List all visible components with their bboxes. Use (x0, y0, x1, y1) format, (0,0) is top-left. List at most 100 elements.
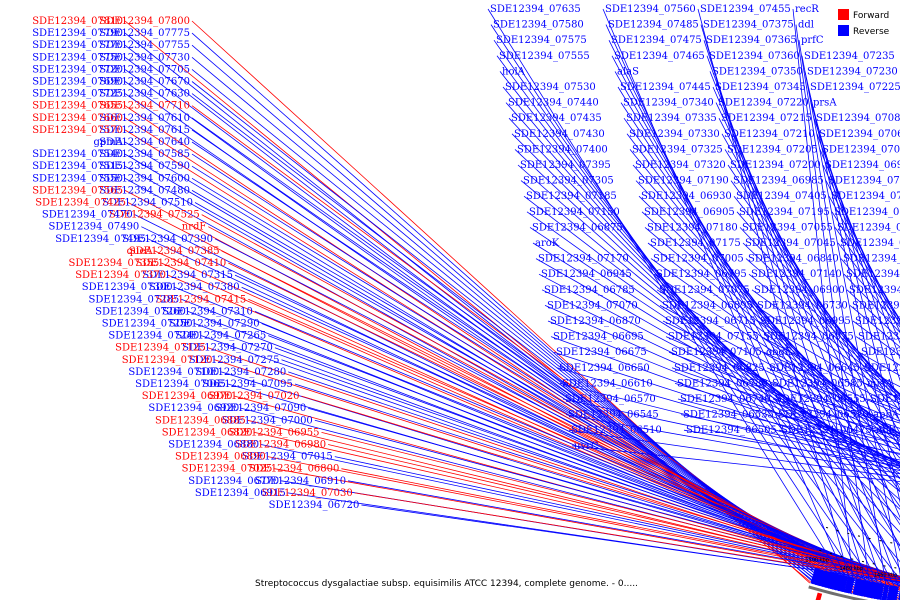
gene-label: aphA (873, 410, 900, 421)
gene-label: SDE12394_07710 (99, 101, 190, 112)
gene-label: SDE12394_07380 (149, 282, 240, 293)
gene-label: SDE12394_06945 (541, 269, 632, 280)
gene-label: SDE12394_07330 (629, 129, 720, 140)
gene-label: SDE12394_06790 (864, 363, 900, 374)
gene-label: SDE12394_07445 (620, 82, 711, 93)
gene-label: SDE12394_06835 (858, 332, 900, 343)
forward-gene-mark (815, 592, 823, 600)
label-leader-line (775, 414, 900, 445)
label-leader-line (712, 86, 900, 519)
gene-label: SDE12394_07660 (32, 113, 123, 124)
gene-label: SDE12394_06920 (148, 403, 239, 414)
gene-label: SDE12394_07575 (496, 35, 587, 46)
gene-label: SDE12394_07495 (55, 234, 146, 245)
label-leader-line (565, 414, 900, 475)
gene-label: SDE12394_06825 (674, 363, 765, 374)
gene-label: SDE12394_06645 (769, 363, 860, 374)
gene-label: SDE12394_07425 (35, 198, 126, 209)
label-leader-line (556, 367, 900, 466)
label-leader-line (834, 227, 900, 321)
gene-label: SDE12394_07480 (99, 185, 190, 196)
gene-label: miaA (867, 378, 894, 389)
label-leader-line (538, 273, 900, 465)
gene-label: SDE12394_07025 (182, 464, 273, 475)
label-leader-line (487, 8, 841, 575)
label-leader-line (274, 468, 900, 581)
gene-label: SDE12394_07245 (831, 191, 900, 202)
label-leader-line (354, 492, 900, 582)
gene-label: SDE12394_06865 (837, 222, 900, 233)
gene-label: prsA (813, 98, 837, 109)
gene-label: SDE12394_06870 (550, 316, 641, 327)
label-leader-line (665, 336, 900, 439)
gene-label: SDE12394_07730 (99, 52, 190, 63)
gene-label: SDE12394_06650 (559, 363, 650, 374)
gene-label: SDE12394_07285 (89, 294, 180, 305)
label-leader-line (730, 180, 900, 413)
gene-label: uvrC (574, 441, 599, 452)
gene-label: SDE12394_07235 (804, 51, 895, 62)
gene-label: nrdF (182, 222, 207, 233)
label-leader-line (553, 351, 900, 465)
gene-label: SDE12394_07725 (32, 89, 123, 100)
label-leader-line (614, 71, 900, 571)
gene-label: SDE12394_07570 (32, 125, 123, 136)
leader-lines (124, 8, 900, 600)
gene-label: SDE12394_07195 (739, 207, 830, 218)
gene-label: SDE12394_07810 (32, 16, 123, 27)
label-leader-line (328, 444, 900, 578)
gene-label: SDE12394_06715 (665, 316, 756, 327)
label-leader-line (626, 133, 900, 493)
gene-label: SDE12394_06770 (188, 476, 279, 487)
gene-label: SDE12394_07455 (700, 4, 791, 15)
gene-label: SDE12394_07230 (807, 66, 898, 77)
gene-label: SDE12394_07325 (632, 144, 723, 155)
label-leader-line (748, 273, 900, 396)
gene-label: SDE12394_06505 (686, 425, 777, 436)
gene-label: SDE12394_07335 (626, 113, 717, 124)
legend-swatch-reverse (838, 25, 849, 36)
gene-label: SDE12394_07395 (520, 160, 611, 171)
gene-label: SDE12394_07095 (202, 379, 293, 390)
gene-label: SDE12394_06780 (677, 378, 768, 389)
gene-label: SDE12394_06785 (544, 285, 635, 296)
legend-label-forward: Forward (853, 11, 889, 21)
gene-label: SDE12394_06675 (556, 347, 647, 358)
label-leader-line (822, 164, 900, 333)
gene-label: SDE12394_07565 (32, 185, 123, 196)
gene-label: SDE12394_06520 (778, 410, 869, 421)
label-leader-line (659, 305, 900, 435)
label-leader-line (721, 133, 900, 449)
label-leader-line (247, 419, 900, 579)
gene-label: SDE12394_07775 (99, 28, 190, 39)
gene-label: SDE12394_06545 (568, 410, 659, 421)
label-leader-line (559, 383, 900, 469)
gene-label: queA (127, 246, 154, 257)
gene-label: SDE12394_07100 (128, 367, 219, 378)
label-leader-line (361, 504, 900, 583)
gene-label: SDE12394_07155 (668, 332, 759, 343)
gene-label: SDE12394_06905 (644, 207, 735, 218)
gene-label: SDE12394_07580 (493, 20, 584, 31)
gene-label: SDE12394_07005 (653, 254, 744, 265)
gene-label: SDE12394_07075 (659, 285, 750, 296)
gene-label: SDE12394_07585 (99, 149, 190, 160)
gene-label: SDE12394_07200 (730, 160, 821, 171)
gene-label: SDE12394_06840 (748, 254, 839, 265)
label-leader-line (742, 242, 900, 395)
label-leader-line (608, 40, 878, 584)
gene-label: SDE12394_07170 (538, 254, 629, 265)
gene-label: SDE12394_07225 (810, 82, 900, 93)
gene-label: SDE12394_07405 (736, 191, 827, 202)
gene-label: SDE12394_07080 (834, 207, 900, 218)
gene-label: SDE12394_07485 (608, 20, 699, 31)
gene-label: SDE12394_06860 (840, 238, 900, 249)
gene-label: SDE12394_07250 (102, 319, 193, 330)
scale-tick-label: 1500 kbp (805, 558, 829, 564)
gene-label: SDE12394_07020 (209, 391, 300, 402)
gene-label: SDE12394_06555 (775, 394, 866, 405)
gene-label: SDE12394_07515 (32, 161, 123, 172)
gene-label: SDE12394_07755 (99, 40, 190, 51)
label-leader-line (602, 8, 845, 576)
gene-label: SDE12394_06820 (162, 427, 253, 438)
